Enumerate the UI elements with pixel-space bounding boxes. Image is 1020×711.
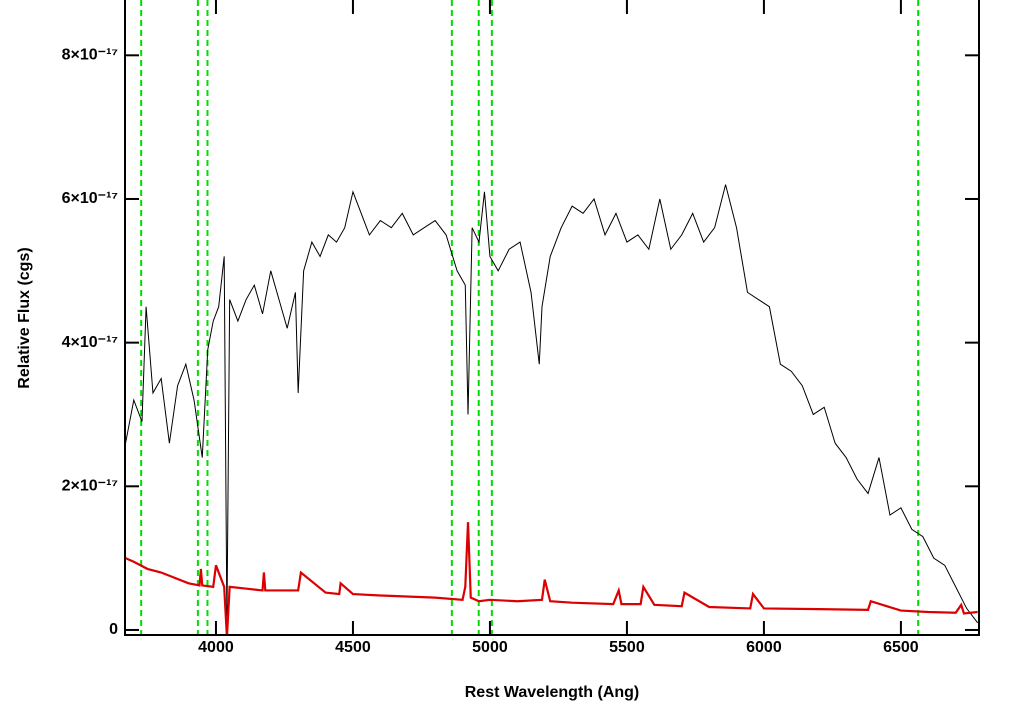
- axes-frame: [124, 0, 980, 636]
- x-tick-label: 4000: [198, 639, 234, 656]
- spectrum-line: [125, 522, 978, 635]
- x-tick-label: 5000: [472, 639, 508, 656]
- x-axis-label: Rest Wavelength (Ang): [465, 684, 640, 701]
- plot-area: [125, 0, 979, 635]
- x-tick-label: 4500: [335, 639, 371, 656]
- x-tick-label: 6500: [883, 639, 919, 656]
- spectrum-line: [125, 184, 979, 624]
- x-tick-label: 5500: [609, 639, 645, 656]
- y-tick-label: 2×10⁻¹⁷: [62, 478, 118, 495]
- y-tick-label: 6×10⁻¹⁷: [62, 190, 118, 207]
- x-tick-label: 6000: [746, 639, 782, 656]
- y-tick-label: 8×10⁻¹⁷: [62, 47, 118, 64]
- y-tick-label: 0: [109, 621, 118, 638]
- y-tick-label: 4×10⁻¹⁷: [62, 334, 118, 351]
- y-axis-label: Relative Flux (cgs): [16, 247, 33, 388]
